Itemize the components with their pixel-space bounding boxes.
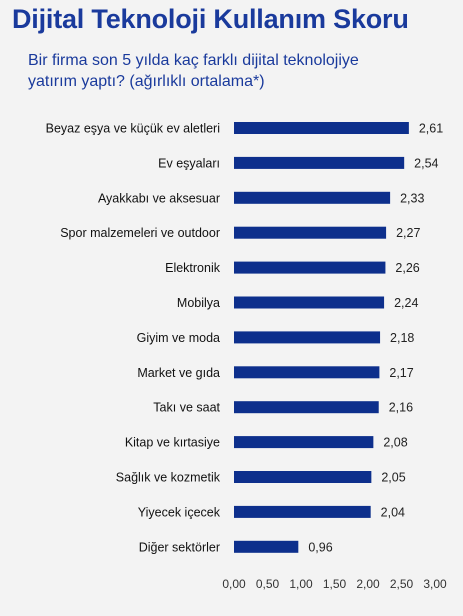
- chart-title: Dijital Teknoloji Kullanım Skoru: [12, 4, 409, 34]
- category-label: Diğer sektörler: [139, 540, 220, 554]
- data-label: 0,96: [308, 540, 332, 554]
- data-label: 2,24: [394, 296, 418, 310]
- data-label: 2,05: [381, 471, 405, 485]
- subtitle-line-1: Bir firma son 5 yılda kaç farklı dijital…: [28, 52, 359, 69]
- x-tick-label: 2,50: [390, 577, 414, 591]
- bar: [234, 540, 299, 553]
- category-label: Giyim ve moda: [137, 331, 220, 345]
- bar: [234, 156, 405, 169]
- x-tick-label: 3,00: [423, 577, 447, 591]
- category-label: Ev eşyaları: [158, 156, 220, 170]
- chart-subtitle: Bir firma son 5 yılda kaç farklı dijital…: [28, 50, 448, 92]
- data-label: 2,08: [383, 436, 407, 450]
- subtitle-line-2: yatırım yaptı? (ağırlıklı ortalama*): [28, 73, 265, 90]
- data-label: 2,26: [395, 261, 419, 275]
- bar: [234, 366, 380, 379]
- data-label: 2,33: [400, 191, 424, 205]
- bar: [234, 331, 381, 344]
- data-label: 2,17: [389, 366, 413, 380]
- bar: [234, 436, 374, 449]
- data-label: 2,27: [396, 226, 420, 240]
- bar: [234, 401, 379, 414]
- category-label: Takı ve saat: [153, 401, 220, 415]
- category-label: Elektronik: [165, 261, 221, 275]
- category-label: Spor malzemeleri ve outdoor: [60, 226, 220, 240]
- x-tick-label: 1,50: [323, 577, 347, 591]
- category-label: Ayakkabı ve aksesuar: [98, 191, 220, 205]
- x-tick-label: 0,50: [256, 577, 280, 591]
- category-label: Beyaz eşya ve küçük ev aletleri: [46, 122, 220, 136]
- category-label: Sağlık ve kozmetik: [116, 471, 221, 485]
- bar: [234, 226, 387, 239]
- x-tick-label: 0,00: [222, 577, 246, 591]
- bar: [234, 122, 409, 134]
- category-label: Yiyecek içecek: [138, 505, 221, 519]
- bar: [234, 296, 385, 309]
- data-label: 2,61: [419, 122, 443, 136]
- data-label: 2,04: [381, 505, 405, 519]
- data-label: 2,16: [389, 401, 413, 415]
- data-label: 2,18: [390, 331, 414, 345]
- category-label: Market ve gıda: [137, 366, 220, 380]
- bar: [234, 261, 386, 274]
- bar: [234, 505, 371, 518]
- category-label: Mobilya: [177, 296, 220, 310]
- x-tick-label: 2,00: [356, 577, 380, 591]
- x-tick-label: 1,00: [289, 577, 313, 591]
- bar: [234, 471, 372, 483]
- data-label: 2,54: [414, 156, 438, 170]
- bar: [234, 191, 391, 204]
- category-label: Kitap ve kırtasiye: [125, 436, 220, 450]
